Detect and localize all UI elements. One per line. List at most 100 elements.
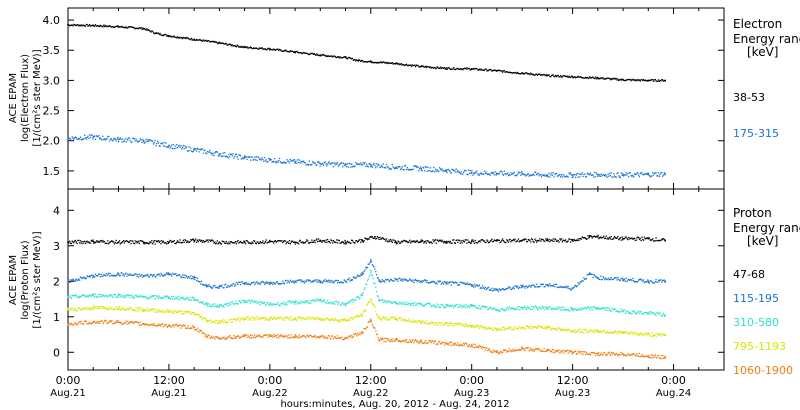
electron-data-point [535,73,538,75]
electron-data-point [370,165,373,167]
electron-data-point [295,51,297,53]
electron-data-point [132,26,134,28]
proton-data-point [579,309,581,311]
proton-data-point [249,242,251,244]
proton-data-point [273,240,276,243]
proton-data-point [618,311,620,313]
proton-data-point [493,287,495,290]
electron-data-point [171,144,173,146]
proton-data-point [190,327,193,330]
proton-data-point [385,299,387,302]
proton-data-point [341,241,344,243]
electron-data-point [303,52,306,54]
proton-data-point [434,321,437,324]
electron-data-point [171,147,174,150]
proton-data-point [356,335,358,337]
electron-data-point [268,157,270,160]
proton-data-point [552,238,554,240]
proton-data-point [429,340,432,342]
proton-data-point [486,328,488,330]
proton-data-point [630,331,632,333]
proton-data-point [250,243,252,245]
proton-data-point [408,318,410,320]
proton-data-point [258,304,261,306]
proton-data-point-key [622,310,624,313]
electron-data-point [458,68,460,71]
electron-data-point [310,164,312,166]
proton-data-point [283,317,285,320]
proton-data-point [388,319,390,321]
proton-data-point [251,299,253,301]
proton-data-point [568,310,570,312]
proton-data-point-key [395,278,397,281]
proton-data-point [109,320,111,322]
proton-data-point [175,310,177,312]
electron-data-point [648,79,651,82]
proton-data-point [103,274,105,276]
electron-data-point [321,163,323,166]
proton-data-point [150,295,152,297]
proton-data-point [444,241,447,244]
proton-data-point [328,335,330,337]
electron-data-point [292,160,294,162]
proton-data-point [605,331,607,334]
proton-data-point [258,335,261,337]
proton-data-point [561,309,563,311]
proton-data-point [158,324,160,326]
proton-data-point [374,327,376,329]
proton-data-point [592,236,594,238]
proton-data-point [185,275,188,278]
proton-data-point [456,239,458,241]
proton-data-point [132,309,134,311]
electron-data-point [220,42,223,45]
proton-data-point [351,239,354,242]
electron-data-point [556,175,559,177]
proton-data-point [433,321,435,324]
electron-data-point [179,37,181,39]
proton-data-point [207,303,209,305]
proton-data-point [505,309,507,311]
proton-data-point [161,274,164,277]
proton-data-point [468,284,471,286]
proton-data-point [229,304,232,306]
proton-data-point [485,326,487,328]
electron-data-point [526,174,528,176]
proton-data-point [281,282,283,285]
proton-data-point [79,308,82,311]
proton-data-point [389,240,391,243]
electron-data-point-key [496,69,498,72]
proton-data-point [355,316,357,318]
proton-data-point [101,306,103,308]
proton-data-point [468,306,471,308]
electron-data-point [495,174,497,176]
electron-data-point [428,66,430,68]
proton-data-point [359,275,361,277]
proton-data-point [426,342,428,345]
proton-data-point [465,304,467,306]
proton-data-point [271,241,273,243]
proton-data-point [430,241,432,243]
proton-data-point [278,335,281,337]
proton-data-point [465,325,467,327]
electron-data-point [513,171,515,173]
proton-data-point [221,284,223,286]
proton-data-point [565,309,568,311]
proton-data-point [240,241,243,244]
electron-data-point [263,48,266,50]
proton-data-point [429,323,432,325]
proton-data-point [467,239,469,241]
electron-data-point [228,44,230,46]
proton-data-point [388,338,390,341]
electron-data-point [553,75,555,78]
proton-data-point [279,304,282,306]
proton-data-point [402,240,404,242]
electron-data-point [404,64,407,66]
proton-data-point [319,319,321,321]
proton-data-point [226,337,228,339]
proton-data-point [497,310,500,312]
proton-data-point [266,319,268,321]
proton-data-point [146,297,148,299]
electron-data-point [419,66,421,68]
proton-data-point [631,331,633,333]
electron-data-point [107,25,109,27]
